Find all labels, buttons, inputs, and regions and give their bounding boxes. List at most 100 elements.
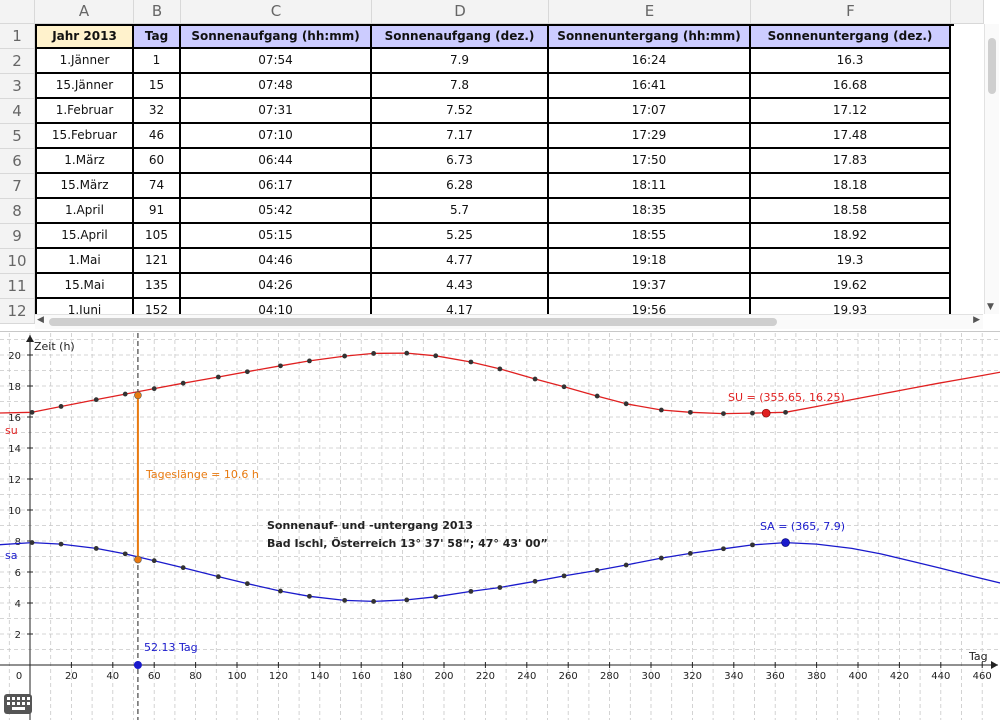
table-cell[interactable]: 5.25 [372, 224, 549, 249]
day-slider-point[interactable] [133, 661, 142, 669]
row-header-9[interactable]: 9 [0, 224, 35, 249]
corner-cell[interactable] [0, 0, 35, 24]
scroll-right-arrow-icon[interactable]: ▶ [973, 315, 980, 325]
column-header-f[interactable]: F [751, 0, 951, 24]
table-cell[interactable]: 1 [134, 49, 181, 74]
row-header-10[interactable]: 10 [0, 249, 35, 274]
table-cell[interactable]: 18:35 [549, 199, 751, 224]
table-cell[interactable]: 16.68 [751, 74, 951, 99]
table-cell[interactable]: 105 [134, 224, 181, 249]
table-cell[interactable]: 15.Februar [37, 124, 134, 149]
table-cell[interactable]: 60 [134, 149, 181, 174]
row-header-11[interactable]: 11 [0, 274, 35, 299]
table-cell[interactable]: 18.18 [751, 174, 951, 199]
table-cell[interactable]: 1.Jänner [37, 49, 134, 74]
table-cell[interactable]: 32 [134, 99, 181, 124]
table-cell[interactable]: 07:31 [181, 99, 372, 124]
table-cell[interactable]: 05:15 [181, 224, 372, 249]
table-cell[interactable]: 18:55 [549, 224, 751, 249]
sunset-data-point [783, 409, 788, 415]
view-divider[interactable] [0, 331, 1000, 332]
table-cell[interactable]: 07:54 [181, 49, 372, 74]
column-header-e[interactable]: E [549, 0, 751, 24]
table-cell[interactable]: 1.März [37, 149, 134, 174]
table-cell[interactable]: 17.48 [751, 124, 951, 149]
table-cell[interactable]: 4.77 [372, 249, 549, 274]
table-cell[interactable]: 16:41 [549, 74, 751, 99]
header-cell[interactable]: Sonnenaufgang (hh:mm) [181, 26, 372, 49]
header-cell[interactable]: Sonnenuntergang (hh:mm) [549, 26, 751, 49]
table-cell[interactable]: 15.Mai [37, 274, 134, 299]
table-cell[interactable]: 4.43 [372, 274, 549, 299]
column-header-a[interactable]: A [35, 0, 134, 24]
table-cell[interactable]: 19.62 [751, 274, 951, 299]
row-header-7[interactable]: 7 [0, 174, 35, 199]
table-cell[interactable]: 19:18 [549, 249, 751, 274]
row-header-1[interactable]: 1 [0, 24, 35, 49]
table-cell[interactable]: 17:50 [549, 149, 751, 174]
keyboard-icon[interactable] [4, 694, 32, 714]
horizontal-scrollbar[interactable]: ◀ ▶ [35, 314, 983, 329]
table-cell[interactable]: 7.9 [372, 49, 549, 74]
table-cell[interactable]: 6.73 [372, 149, 549, 174]
x-tick-label: 40 [106, 671, 119, 682]
table-cell[interactable]: 18.92 [751, 224, 951, 249]
table-cell[interactable]: 7.52 [372, 99, 549, 124]
table-cell[interactable]: 05:42 [181, 199, 372, 224]
table-cell[interactable]: 17:07 [549, 99, 751, 124]
table-cell[interactable]: 18.58 [751, 199, 951, 224]
table-cell[interactable]: 91 [134, 199, 181, 224]
table-cell[interactable]: 7.17 [372, 124, 549, 149]
table-cell[interactable]: 121 [134, 249, 181, 274]
header-cell[interactable]: Jahr 2013 [37, 26, 134, 49]
table-cell[interactable]: 5.7 [372, 199, 549, 224]
table-cell[interactable]: 1.Februar [37, 99, 134, 124]
table-cell[interactable]: 06:17 [181, 174, 372, 199]
vertical-scrollbar[interactable]: ▼ [984, 24, 999, 314]
table-cell[interactable]: 19:37 [549, 274, 751, 299]
header-cell[interactable]: Sonnenaufgang (dez.) [372, 26, 549, 49]
table-cell[interactable]: 15.Jänner [37, 74, 134, 99]
table-cell[interactable]: 16.3 [751, 49, 951, 74]
table-cell[interactable]: 06:44 [181, 149, 372, 174]
row-header-8[interactable]: 8 [0, 199, 35, 224]
table-cell[interactable]: 135 [134, 274, 181, 299]
horizontal-scroll-thumb[interactable] [49, 318, 777, 326]
column-header-c[interactable]: C [181, 0, 372, 24]
scroll-down-arrow-icon[interactable]: ▼ [987, 302, 994, 312]
table-cell[interactable]: 7.8 [372, 74, 549, 99]
row-header-12[interactable]: 12 [0, 299, 35, 324]
table-cell[interactable]: 04:26 [181, 274, 372, 299]
table-cell[interactable]: 17:29 [549, 124, 751, 149]
column-header-b[interactable]: B [134, 0, 181, 24]
table-cell[interactable]: 1.Mai [37, 249, 134, 274]
header-cell[interactable]: Tag [134, 26, 181, 49]
table-cell[interactable]: 1.April [37, 199, 134, 224]
scroll-left-arrow-icon[interactable]: ◀ [37, 315, 44, 325]
row-header-4[interactable]: 4 [0, 99, 35, 124]
table-cell[interactable]: 17.83 [751, 149, 951, 174]
header-cell[interactable]: Sonnenuntergang (dez.) [751, 26, 951, 49]
table-cell[interactable]: 16:24 [549, 49, 751, 74]
table-cell[interactable]: 74 [134, 174, 181, 199]
vertical-scroll-thumb[interactable] [988, 38, 996, 94]
row-header-2[interactable]: 2 [0, 49, 35, 74]
row-header-5[interactable]: 5 [0, 124, 35, 149]
table-cell[interactable]: 18:11 [549, 174, 751, 199]
table-cell[interactable]: 07:10 [181, 124, 372, 149]
graphics-view[interactable]: 0 20 40 60 80 100 120 140 160 180 200 220 240 260 280 3… [0, 333, 1000, 720]
table-cell[interactable]: 04:46 [181, 249, 372, 274]
row-header-6[interactable]: 6 [0, 149, 35, 174]
column-header-next[interactable] [951, 0, 984, 24]
table-cell[interactable]: 15.April [37, 224, 134, 249]
column-header-d[interactable]: D [372, 0, 549, 24]
row-header-3[interactable]: 3 [0, 74, 35, 99]
table-cell[interactable]: 6.28 [372, 174, 549, 199]
table-cell[interactable]: 17.12 [751, 99, 951, 124]
table-cell[interactable]: 19.3 [751, 249, 951, 274]
table-cell[interactable]: 15 [134, 74, 181, 99]
table-cell[interactable]: 15.März [37, 174, 134, 199]
table-cell[interactable]: 46 [134, 124, 181, 149]
table-cell[interactable]: 07:48 [181, 74, 372, 99]
